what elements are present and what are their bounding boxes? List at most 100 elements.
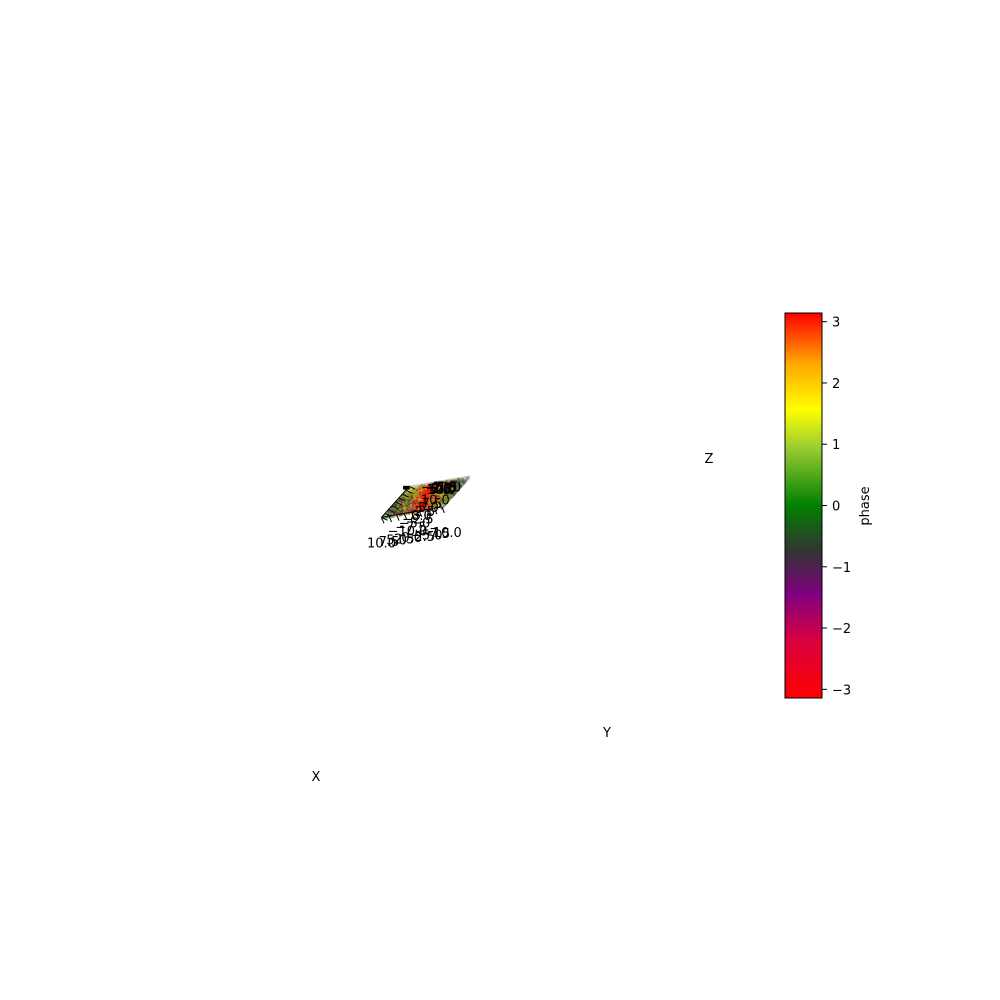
scatter-point: [436, 491, 438, 493]
scatter-point: [421, 495, 424, 498]
scatter-point: [429, 503, 432, 506]
scatter-point: [411, 499, 414, 502]
scatter-point: [438, 497, 441, 500]
scatter-point: [415, 499, 418, 502]
scatter-point: [453, 480, 456, 483]
scatter-point: [439, 500, 442, 503]
scatter-point: [433, 501, 436, 504]
scatter-point: [454, 490, 457, 493]
scatter-point: [435, 502, 438, 505]
scatter-point: [411, 499, 414, 502]
scatter-point: [400, 508, 403, 511]
scatter-point: [412, 501, 415, 504]
scatter-point: [419, 504, 421, 507]
scatter-point: [402, 507, 405, 510]
scatter-point: [453, 488, 456, 491]
scatter-point: [438, 496, 441, 499]
scatter-point: [421, 502, 424, 505]
scatter-point: [436, 498, 439, 501]
scatter-point: [438, 495, 441, 498]
scatter-point: [450, 482, 453, 485]
scatter-point: [451, 491, 453, 494]
scatter-point: [407, 506, 410, 509]
scatter-point: [414, 490, 416, 493]
scatter-point: [442, 492, 445, 495]
scatter-point: [402, 495, 405, 498]
scatter-point: [412, 500, 415, 503]
scatter-point: [415, 496, 417, 499]
scatter-point: [442, 490, 445, 493]
scatter-point: [422, 494, 425, 497]
scatter-point: [437, 497, 440, 500]
scatter-point: [413, 492, 415, 495]
scatter-point: [422, 496, 425, 499]
scatter-point: [451, 489, 454, 492]
scatter-point: [415, 505, 418, 508]
scatter-point: [414, 493, 417, 496]
grid-floor-y: [395, 491, 456, 503]
scatter-point: [429, 510, 432, 513]
scatter-point: [439, 487, 442, 490]
scatter-point: [451, 486, 454, 489]
scatter-point: [432, 502, 435, 505]
scatter-point: [401, 508, 404, 511]
scatter-point: [438, 483, 441, 485]
scatter-point: [443, 492, 446, 495]
scatter-point: [438, 488, 441, 491]
scatter-point: [425, 497, 428, 500]
scatter-point: [401, 503, 404, 506]
scatter-point: [413, 500, 416, 503]
scatter-point: [444, 492, 447, 495]
scatter-point: [440, 488, 443, 491]
scatter-point: [410, 488, 412, 490]
scatter-point: [408, 509, 411, 512]
scatter-point: [410, 501, 413, 504]
scatter-point: [418, 498, 421, 500]
scatter-point: [413, 499, 416, 502]
scatter-point: [421, 488, 424, 491]
scatter-point: [411, 508, 414, 511]
scatter-point: [417, 491, 420, 493]
scatter-point: [444, 486, 447, 489]
scatter-point: [398, 510, 401, 513]
scatter-point: [420, 499, 423, 502]
scatter-point: [437, 501, 440, 504]
scatter-point: [448, 497, 451, 500]
scatter-point: [417, 495, 420, 498]
scatter-point: [424, 494, 427, 497]
scatter-point: [404, 510, 406, 513]
scatter-point: [421, 485, 424, 488]
scatter-point: [395, 503, 397, 506]
scatter-point: [457, 484, 460, 487]
scatter-point: [451, 481, 454, 484]
scatter-point: [431, 497, 434, 500]
scatter-point: [432, 495, 435, 497]
scatter-point: [430, 493, 433, 496]
scatter-point: [449, 486, 452, 489]
scatter-point: [448, 487, 451, 490]
scatter-point: [434, 502, 437, 505]
scatter-point: [405, 500, 408, 503]
scatter-point: [406, 505, 409, 507]
scatter-point: [428, 499, 431, 502]
scatter-point: [464, 480, 466, 483]
scatter-point: [450, 489, 453, 492]
scatter-point: [446, 482, 449, 485]
scatter-point: [430, 488, 433, 491]
scatter-point: [403, 507, 406, 509]
scatter-point: [447, 481, 450, 484]
scatter-point: [420, 485, 423, 488]
scatter-point: [441, 485, 444, 488]
scatter-point: [421, 504, 424, 506]
scatter-point: [447, 490, 449, 493]
scatter-point: [407, 491, 409, 494]
scatter-point: [436, 495, 439, 498]
scatter-point: [417, 506, 420, 509]
scatter-point: [454, 485, 457, 488]
scatter-point: [442, 483, 445, 486]
scatter-point: [419, 491, 422, 494]
scatter-point: [415, 491, 418, 494]
scatter-point: [410, 506, 413, 509]
scatter-point: [439, 484, 442, 487]
scatter-point: [404, 507, 407, 510]
